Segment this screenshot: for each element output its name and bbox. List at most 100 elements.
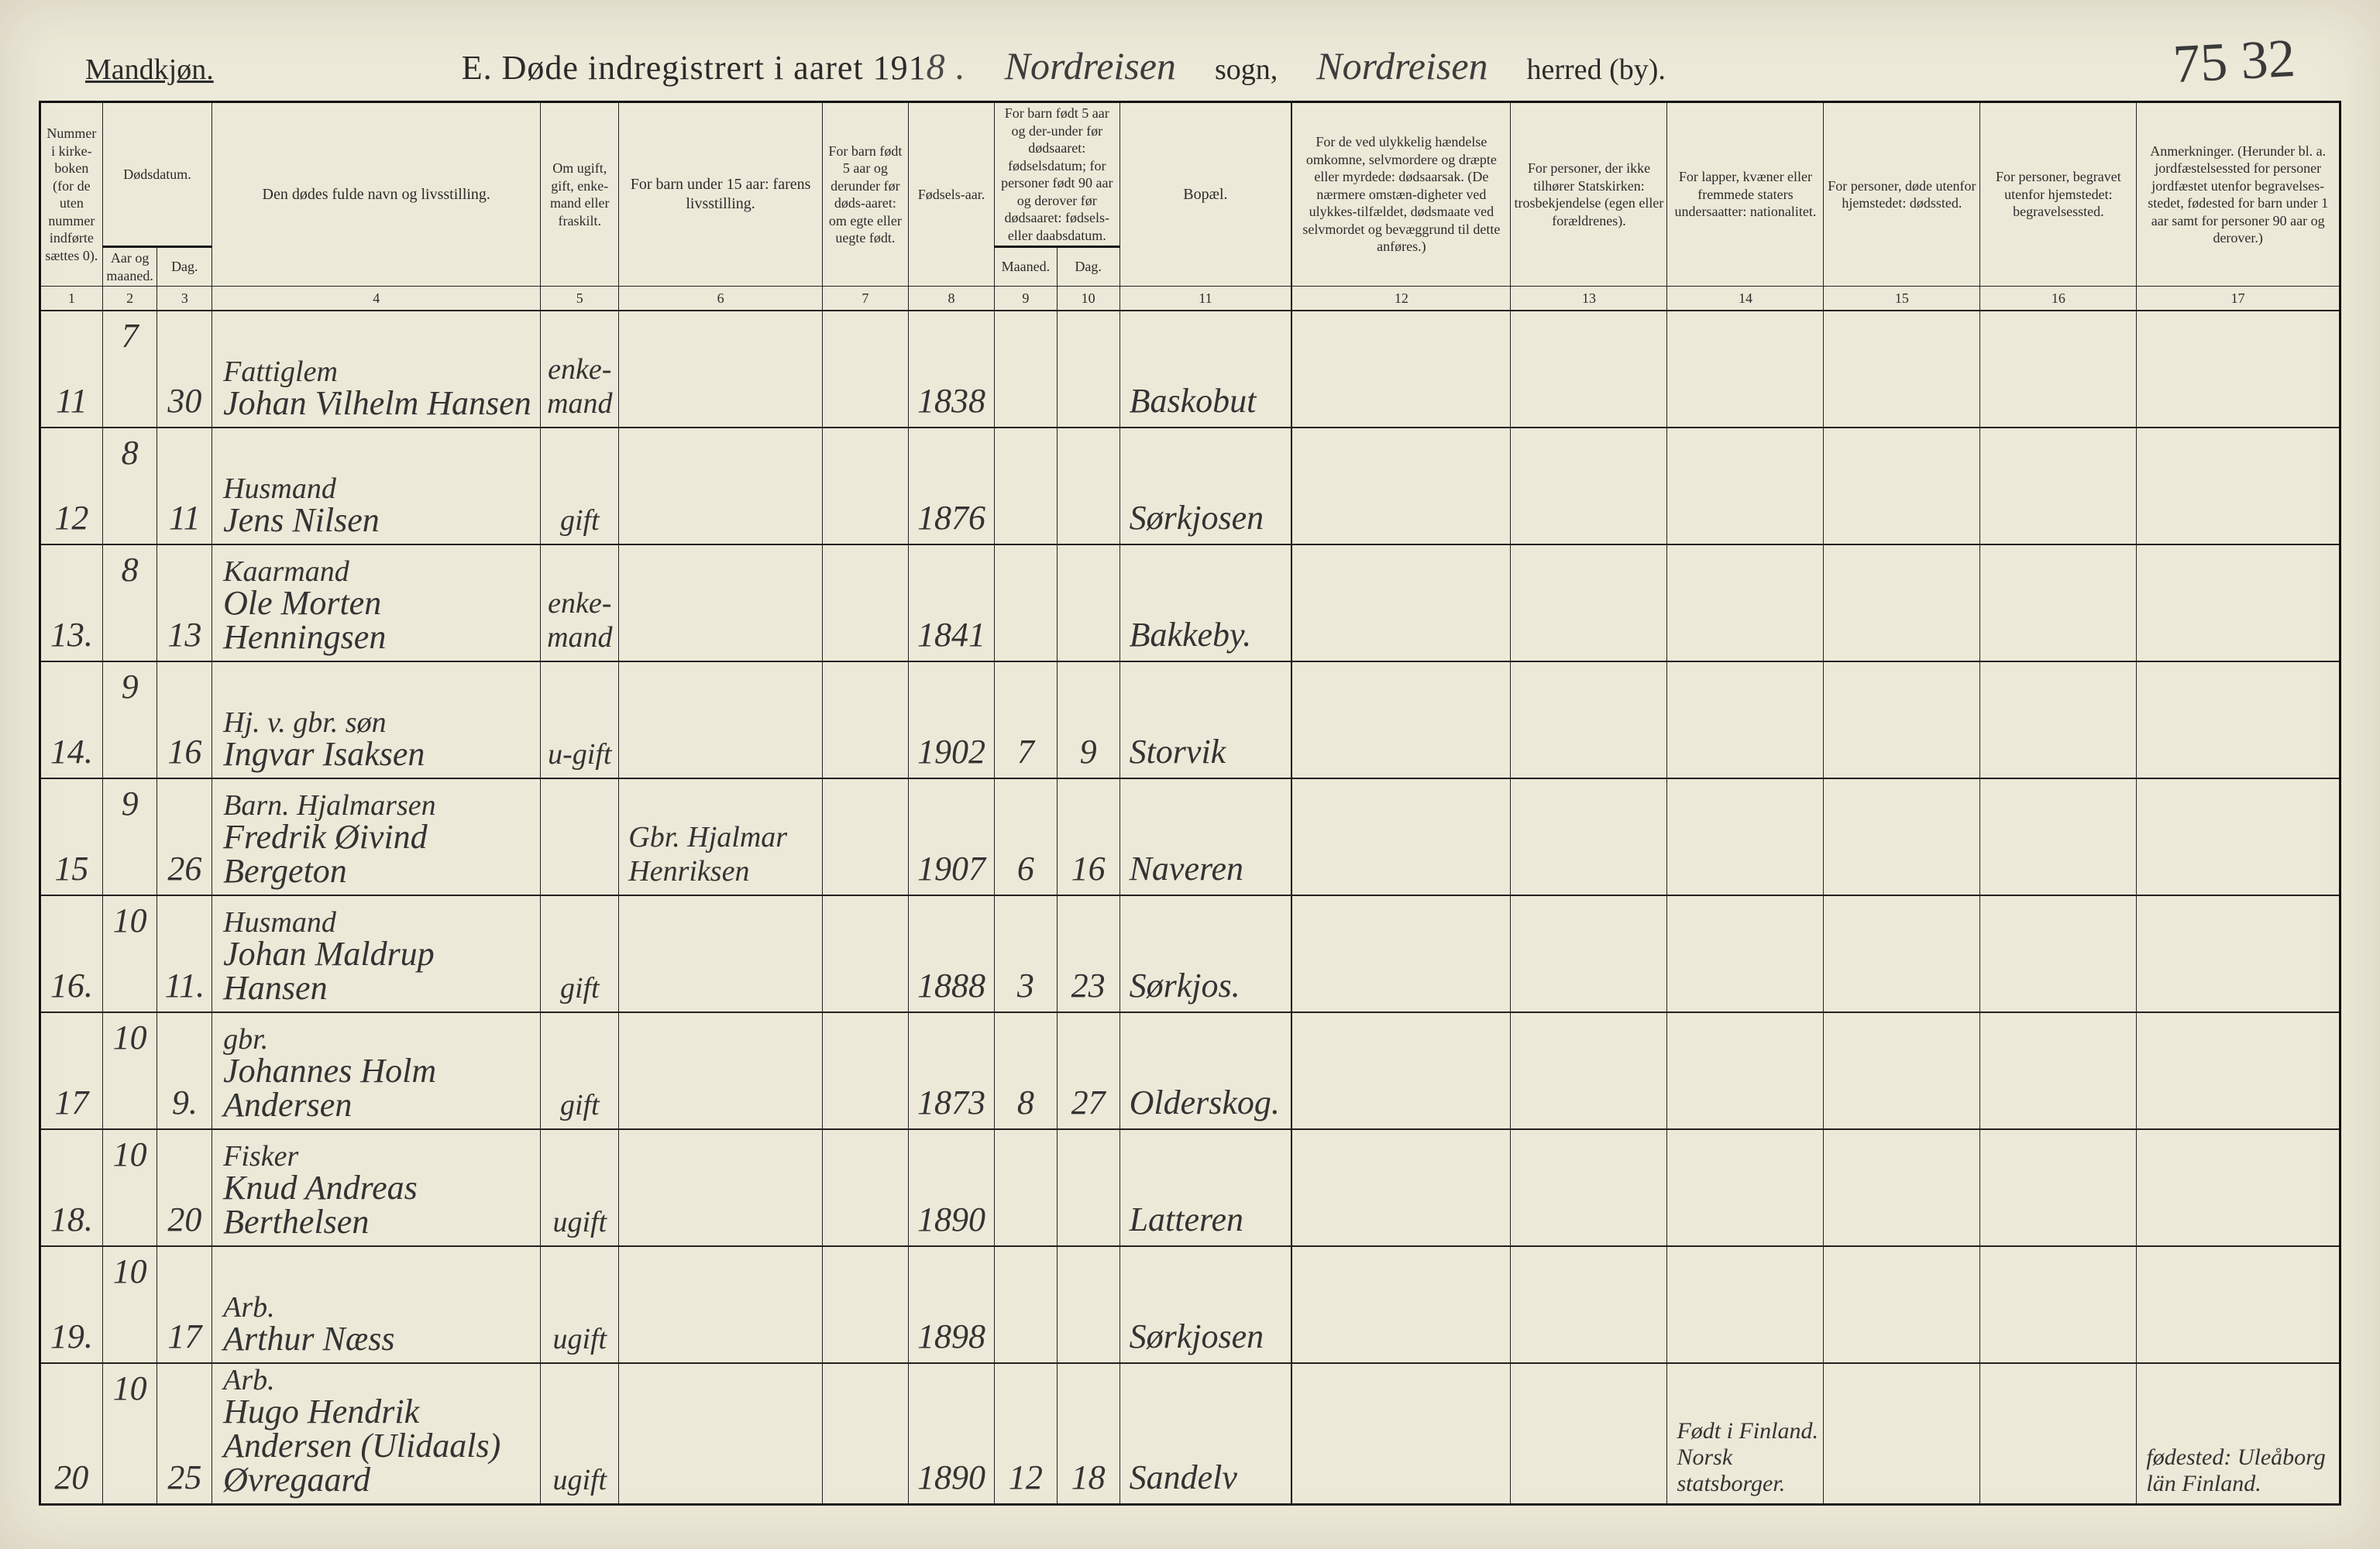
cell-dag: 11 — [157, 428, 212, 544]
colnum: 13 — [1511, 287, 1667, 311]
cell-bdag: 27 — [1057, 1012, 1119, 1129]
cell-c13 — [1511, 1363, 1667, 1505]
cell-status: enke-mand — [541, 311, 619, 428]
cell-fodselsaar: 1841 — [908, 544, 994, 661]
cell-c13 — [1511, 778, 1667, 895]
ledger-table: Nummer i kirke-boken (for de uten nummer… — [39, 101, 2341, 1506]
cell-egte — [822, 1246, 908, 1363]
table-row: 15926Barn. HjalmarsenFredrik Øivind Berg… — [40, 778, 2340, 895]
colnum: 11 — [1119, 287, 1291, 311]
cell-c16 — [1980, 1363, 2137, 1505]
cell-c17 — [2137, 544, 2340, 661]
cell-status: gift — [541, 1012, 619, 1129]
cell-bdag: 9 — [1057, 661, 1119, 778]
cell-dag: 13 — [157, 544, 212, 661]
cell-dag: 17 — [157, 1246, 212, 1363]
cell-bdag — [1057, 1129, 1119, 1246]
col-header-2a: Aar og maaned. — [102, 247, 157, 287]
cell-c17 — [2137, 1246, 2340, 1363]
cell-bdag — [1057, 1246, 1119, 1363]
cell-c17 — [2137, 428, 2340, 544]
year-suffix: 8 . — [927, 46, 966, 88]
cell-bdag — [1057, 428, 1119, 544]
cell-bopael: Latteren — [1119, 1129, 1291, 1246]
cell-c13 — [1511, 1012, 1667, 1129]
col-header-8: Fødsels-aar. — [908, 102, 994, 287]
col-header-6: For barn under 15 aar: farens livsstilli… — [619, 102, 823, 287]
table-row: 18.1020FiskerKnud Andreas Berthelsenugif… — [40, 1129, 2340, 1246]
cell-num: 15 — [40, 778, 103, 895]
cell-name: gbr.Johannes Holm Andersen — [212, 1012, 541, 1129]
cell-name: Arb.Hugo Hendrik Andersen (Ulidaals) Øvr… — [212, 1363, 541, 1505]
cell-c17 — [2137, 661, 2340, 778]
cell-c17 — [2137, 1129, 2340, 1246]
occupation: Hj. v. gbr. søn — [223, 708, 386, 737]
cell-dag: 11. — [157, 895, 212, 1012]
cell-bopael: Sørkjosen — [1119, 1246, 1291, 1363]
sogn-value: Nordreisen — [997, 43, 1184, 88]
cell-c12 — [1291, 1012, 1511, 1129]
occupation: Husmand — [223, 908, 336, 937]
colnum: 6 — [619, 287, 823, 311]
cell-name: HusmandJens Nilsen — [212, 428, 541, 544]
cell-num: 19. — [40, 1246, 103, 1363]
cell-fodselsaar: 1890 — [908, 1363, 994, 1505]
col-header-9-group: For barn født 5 aar og der-under før død… — [995, 102, 1120, 247]
cell-faren — [619, 661, 823, 778]
cell-egte — [822, 778, 908, 895]
title-text: E. Døde indregistrert i aaret 191 — [462, 49, 927, 87]
cell-faren — [619, 311, 823, 428]
colnum: 17 — [2137, 287, 2340, 311]
table-row: 11730FattiglemJohan Vilhelm Hansenenke-m… — [40, 311, 2340, 428]
occupation: Kaarmand — [223, 557, 349, 586]
herred-label: herred (by). — [1527, 53, 1666, 87]
cell-fodselsaar: 1838 — [908, 311, 994, 428]
cell-c14 — [1667, 311, 1824, 428]
cell-c13 — [1511, 1246, 1667, 1363]
cell-c15 — [1824, 1246, 1980, 1363]
col-header-7: For barn født 5 aar og derunder før døds… — [822, 102, 908, 287]
cell-egte — [822, 428, 908, 544]
cell-c13 — [1511, 311, 1667, 428]
colnum: 12 — [1291, 287, 1511, 311]
cell-c12 — [1291, 895, 1511, 1012]
cell-num: 11 — [40, 311, 103, 428]
colnum: 3 — [157, 287, 212, 311]
fullname: Arthur Næss — [223, 1322, 394, 1356]
cell-maaned — [995, 1129, 1058, 1246]
table-row: 12811HusmandJens Nilsengift1876Sørkjosen — [40, 428, 2340, 544]
cell-fodselsaar: 1898 — [908, 1246, 994, 1363]
cell-aar: 10 — [102, 895, 157, 1012]
cell-egte — [822, 311, 908, 428]
table-body: 11730FattiglemJohan Vilhelm Hansenenke-m… — [40, 311, 2340, 1505]
cell-aar: 7 — [102, 311, 157, 428]
cell-c17 — [2137, 311, 2340, 428]
cell-dag: 25 — [157, 1363, 212, 1505]
cell-aar: 10 — [102, 1363, 157, 1505]
cell-status: ugift — [541, 1246, 619, 1363]
column-number-row: 1 2 3 4 5 6 7 8 9 10 11 12 13 14 15 16 1… — [40, 287, 2340, 311]
occupation: Fattiglem — [223, 357, 338, 386]
cell-c16 — [1980, 544, 2137, 661]
cell-num: 16. — [40, 895, 103, 1012]
cell-aar: 9 — [102, 778, 157, 895]
cell-faren — [619, 1246, 823, 1363]
colnum: 2 — [102, 287, 157, 311]
cell-c12 — [1291, 1129, 1511, 1246]
cell-fodselsaar: 1873 — [908, 1012, 994, 1129]
cell-c16 — [1980, 311, 2137, 428]
ledger-page: Mandkjøn. E. Døde indregistrert i aaret … — [0, 0, 2380, 1549]
cell-fodselsaar: 1907 — [908, 778, 994, 895]
fullname: Johannes Holm Andersen — [223, 1054, 537, 1122]
colnum: 4 — [212, 287, 541, 311]
cell-status: ugift — [541, 1363, 619, 1505]
cell-maaned: 8 — [995, 1012, 1058, 1129]
cell-bopael: Olderskog. — [1119, 1012, 1291, 1129]
cell-num: 14. — [40, 661, 103, 778]
col-header-5: Om ugift, gift, enke-mand eller fraskilt… — [541, 102, 619, 287]
herred-value: Nordreisen — [1309, 43, 1495, 88]
cell-c17 — [2137, 778, 2340, 895]
gender-label: Mandkjøn. — [85, 53, 214, 87]
cell-maaned: 12 — [995, 1363, 1058, 1505]
cell-c12 — [1291, 1246, 1511, 1363]
